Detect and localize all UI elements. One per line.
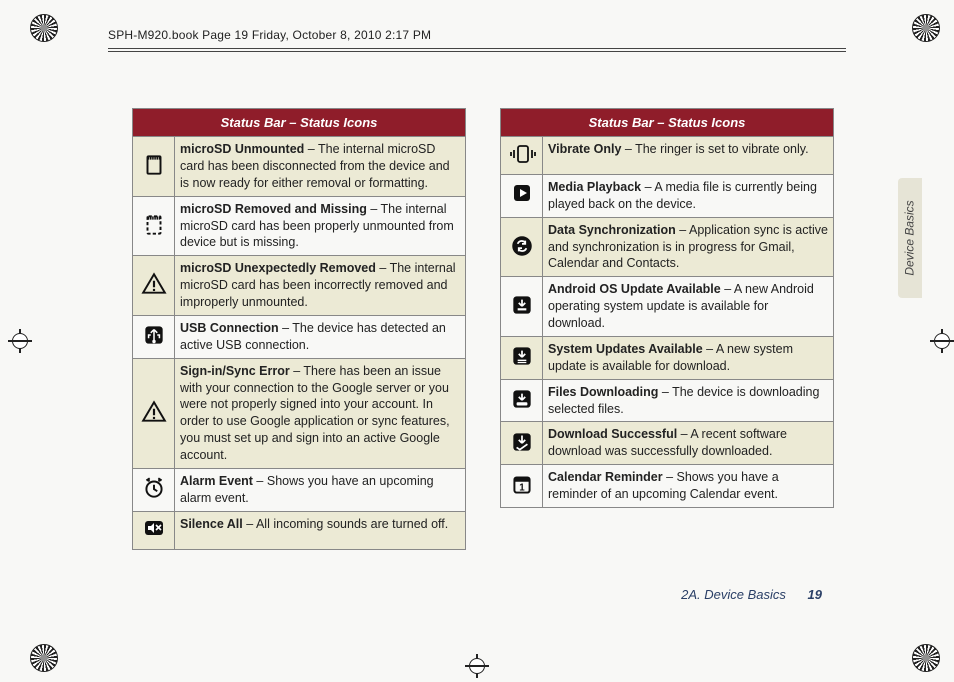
status-term: microSD Removed and Missing: [180, 202, 367, 216]
warn-icon: [133, 358, 175, 468]
status-term: Android OS Update Available: [548, 282, 721, 296]
status-description: microSD Removed and Missing – The intern…: [175, 196, 466, 256]
android-icon: [501, 277, 543, 337]
status-description: Sign-in/Sync Error – There has been an i…: [175, 358, 466, 468]
status-description: Android OS Update Available – A new Andr…: [543, 277, 834, 337]
table-row: Vibrate Only – The ringer is set to vibr…: [501, 137, 834, 175]
status-term: microSD Unexpectedly Removed: [180, 261, 376, 275]
status-description: System Updates Available – A new system …: [543, 336, 834, 379]
sysupd-icon: [501, 336, 543, 379]
status-description: Media Playback – A media file is current…: [543, 174, 834, 217]
calendar-icon: 1: [501, 465, 543, 508]
table-row: microSD Removed and Missing – The intern…: [133, 196, 466, 256]
status-description: microSD Unmounted – The internal microSD…: [175, 137, 466, 197]
header-rule: [108, 48, 846, 49]
table-row: Download Successful – A recent software …: [501, 422, 834, 465]
status-term: Calendar Reminder: [548, 470, 663, 484]
play-icon: [501, 174, 543, 217]
left-column: Status Bar – Status Icons microSD Unmoun…: [132, 108, 466, 550]
sd-miss-icon: [133, 196, 175, 256]
sync-icon: [501, 217, 543, 277]
header-rule: [108, 51, 846, 52]
svg-text:1: 1: [519, 482, 525, 493]
status-desc-text: – There has been an issue with your conn…: [180, 364, 450, 462]
status-description: Download Successful – A recent software …: [543, 422, 834, 465]
crop-mark: [930, 329, 954, 353]
download-icon: [501, 379, 543, 422]
warn-icon: [133, 256, 175, 316]
table-row: Alarm Event – Shows you have an upcoming…: [133, 468, 466, 511]
status-term: Files Downloading: [548, 385, 658, 399]
table-row: Media Playback – A media file is current…: [501, 174, 834, 217]
status-description: USB Connection – The device has detected…: [175, 315, 466, 358]
page-header: SPH-M920.book Page 19 Friday, October 8,…: [108, 28, 431, 42]
status-term: Sign-in/Sync Error: [180, 364, 290, 378]
table-row: Files Downloading – The device is downlo…: [501, 379, 834, 422]
status-icons-table-left: Status Bar – Status Icons microSD Unmoun…: [132, 108, 466, 550]
side-tab-label: Device Basics: [903, 200, 917, 275]
status-term: microSD Unmounted: [180, 142, 304, 156]
crop-mark: [465, 654, 489, 678]
status-term: Alarm Event: [180, 474, 253, 488]
crop-mark: [8, 329, 32, 353]
table-title: Status Bar – Status Icons: [501, 109, 834, 137]
side-tab: Device Basics: [898, 178, 922, 298]
table-title: Status Bar – Status Icons: [133, 109, 466, 137]
status-desc-text: – The ringer is set to vibrate only.: [621, 142, 808, 156]
registration-mark: [30, 644, 58, 672]
table-row: Android OS Update Available – A new Andr…: [501, 277, 834, 337]
alarm-icon: [133, 468, 175, 511]
status-term: Data Synchronization: [548, 223, 676, 237]
status-icons-table-right: Status Bar – Status Icons Vibrate Only –…: [500, 108, 834, 508]
status-term: Vibrate Only: [548, 142, 621, 156]
status-description: Silence All – All incoming sounds are tu…: [175, 511, 466, 549]
status-description: Files Downloading – The device is downlo…: [543, 379, 834, 422]
status-term: Download Successful: [548, 427, 677, 441]
page-footer: 2A. Device Basics 19: [681, 587, 822, 602]
status-description: Alarm Event – Shows you have an upcoming…: [175, 468, 466, 511]
registration-mark: [30, 14, 58, 42]
status-description: Calendar Reminder – Shows you have a rem…: [543, 465, 834, 508]
table-row: Data Synchronization – Application sync …: [501, 217, 834, 277]
table-row: Silence All – All incoming sounds are tu…: [133, 511, 466, 549]
status-description: microSD Unexpectedly Removed – The inter…: [175, 256, 466, 316]
footer-page-number: 19: [808, 587, 822, 602]
status-term: System Updates Available: [548, 342, 703, 356]
registration-mark: [912, 14, 940, 42]
content-columns: Status Bar – Status Icons microSD Unmoun…: [132, 108, 834, 550]
registration-mark: [912, 644, 940, 672]
status-term: Media Playback: [548, 180, 641, 194]
status-term: USB Connection: [180, 321, 279, 335]
table-row: Sign-in/Sync Error – There has been an i…: [133, 358, 466, 468]
status-description: Data Synchronization – Application sync …: [543, 217, 834, 277]
table-row: USB Connection – The device has detected…: [133, 315, 466, 358]
table-row: System Updates Available – A new system …: [501, 336, 834, 379]
status-description: Vibrate Only – The ringer is set to vibr…: [543, 137, 834, 175]
right-column: Status Bar – Status Icons Vibrate Only –…: [500, 108, 834, 550]
vibrate-icon: [501, 137, 543, 175]
mute-icon: [133, 511, 175, 549]
sd-icon: [133, 137, 175, 197]
footer-section: 2A. Device Basics: [681, 587, 786, 602]
status-term: Silence All: [180, 517, 243, 531]
usb-icon: [133, 315, 175, 358]
table-row: microSD Unmounted – The internal microSD…: [133, 137, 466, 197]
table-row: 1 Calendar Reminder – Shows you have a re…: [501, 465, 834, 508]
status-desc-text: – All incoming sounds are turned off.: [243, 517, 448, 531]
table-row: microSD Unexpectedly Removed – The inter…: [133, 256, 466, 316]
dl-done-icon: [501, 422, 543, 465]
